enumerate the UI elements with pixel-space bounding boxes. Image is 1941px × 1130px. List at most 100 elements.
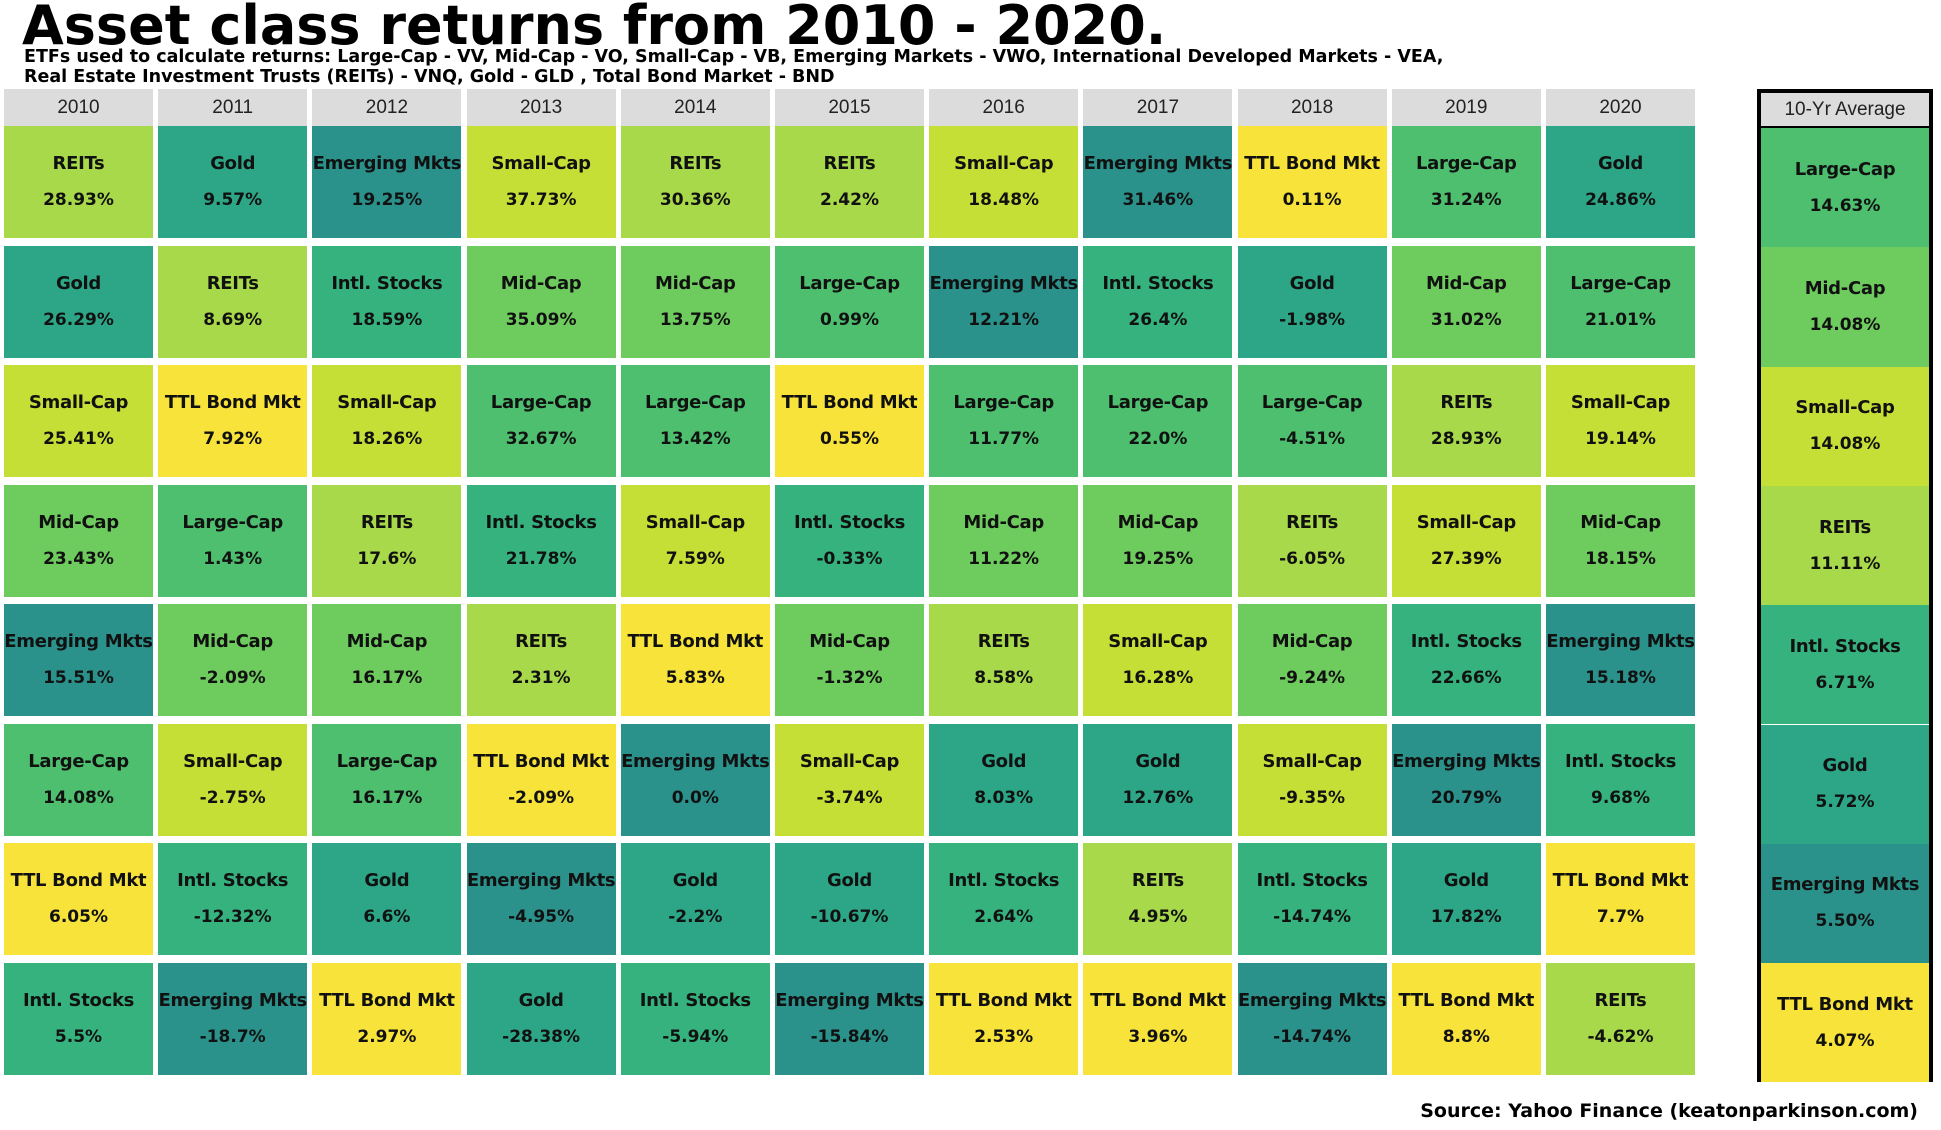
return-value: -4.95%	[508, 907, 575, 927]
return-cell: Large-Cap 1.43%	[158, 484, 308, 597]
return-cell: Intl. Stocks 26.4%	[1083, 245, 1233, 358]
asset-label: TTL Bond Mkt	[164, 392, 301, 413]
asset-label: Mid-Cap	[1804, 277, 1886, 299]
asset-label: REITs	[1131, 870, 1184, 891]
asset-label: Intl. Stocks	[1102, 272, 1214, 294]
asset-label: Mid-Cap	[500, 272, 582, 294]
asset-label: Emerging Mkts	[1083, 153, 1233, 174]
asset-label: Intl. Stocks	[639, 989, 751, 1011]
asset-label: Mid-Cap	[1580, 511, 1661, 533]
year-column-2020: 2020 Gold 24.86% Large-Cap 21.01% Small-Cap 19…	[1546, 89, 1695, 1082]
return-cell: Intl. Stocks 6.71%	[1761, 605, 1929, 725]
asset-label: Large-Cap	[490, 392, 592, 413]
asset-label: Large-Cap	[1415, 153, 1517, 174]
return-value: -4.62%	[1587, 1026, 1654, 1047]
return-cell: Small-Cap 16.28%	[1083, 604, 1233, 716]
return-value: 24.86%	[1585, 190, 1656, 210]
return-value: 0.99%	[820, 309, 879, 330]
return-value: 2.42%	[820, 190, 879, 210]
asset-label: Small-Cap	[645, 511, 746, 533]
return-cell: Mid-Cap 14.08%	[1761, 247, 1929, 367]
asset-label: Gold	[1822, 755, 1868, 777]
return-value: 5.50%	[1815, 911, 1875, 932]
asset-label: Gold	[672, 870, 718, 891]
asset-label: Mid-Cap	[38, 511, 119, 533]
return-cell: REITs 17.6%	[312, 484, 462, 597]
return-value: 31.02%	[1430, 309, 1502, 330]
return-cell: Gold -1.98%	[1237, 245, 1387, 358]
asset-label: Large-Cap	[1794, 158, 1896, 180]
asset-label: Gold	[518, 989, 564, 1011]
return-cell: Emerging Mkts 12.21%	[929, 245, 1078, 358]
year-column-2010: 2010 REITs 28.93% Gold 26.29% Small-Cap 25.41%…	[4, 89, 153, 1082]
return-cell: TTL Bond Mkt 6.05%	[4, 843, 153, 955]
year-column-2017: 2017 Emerging Mkts 31.46% Intl. Stocks 26.4%…	[1083, 89, 1232, 1082]
return-cell: Gold 24.86%	[1546, 126, 1695, 238]
return-value: 19.25%	[351, 190, 423, 210]
return-value: 8.69%	[203, 309, 263, 330]
asset-label: Large-Cap	[1570, 272, 1671, 294]
asset-label: REITs	[1286, 511, 1339, 533]
return-cell: Small-Cap -9.35%	[1237, 723, 1387, 836]
return-value: 28.93%	[1430, 429, 1502, 449]
return-cell: Small-Cap 37.73%	[466, 126, 616, 238]
return-value: 20.79%	[1430, 787, 1502, 808]
asset-label: Mid-Cap	[1271, 631, 1353, 652]
return-value: 12.76%	[1122, 787, 1194, 808]
asset-label: REITs	[52, 153, 105, 174]
asset-label: Large-Cap	[644, 392, 746, 413]
return-cell: Intl. Stocks -5.94%	[620, 962, 770, 1075]
asset-label: Intl. Stocks	[331, 272, 443, 294]
return-cell: Gold 8.03%	[929, 723, 1079, 836]
asset-label: TTL Bond Mkt	[1552, 870, 1689, 891]
return-value: -0.33%	[816, 548, 883, 569]
return-cell: Intl. Stocks 18.59%	[312, 245, 462, 358]
asset-label: Intl. Stocks	[1256, 870, 1368, 891]
asset-label: Small-Cap	[337, 392, 437, 413]
asset-label: Gold	[981, 750, 1027, 772]
return-cell: TTL Bond Mkt 7.7%	[1546, 843, 1695, 955]
return-cell: TTL Bond Mkt 5.83%	[620, 604, 770, 716]
year-column-2011: 2011 Gold 9.57% REITs 8.69% TTL Bond Mkt 7.92%…	[158, 89, 307, 1082]
asset-label: Gold	[1289, 272, 1335, 294]
asset-label: TTL Bond Mkt	[781, 392, 918, 413]
return-value: 12.21%	[968, 309, 1040, 330]
year-header: 2016	[929, 89, 1079, 126]
return-value: 14.08%	[1809, 314, 1881, 335]
return-value: 4.07%	[1815, 1030, 1875, 1051]
return-value: -18.7%	[199, 1026, 266, 1047]
return-value: 14.08%	[43, 787, 114, 808]
return-cell: Small-Cap 18.48%	[929, 126, 1079, 238]
asset-label: TTL Bond Mkt	[10, 870, 147, 891]
asset-label: Gold	[1135, 750, 1181, 772]
return-cell: Gold 5.72%	[1761, 724, 1929, 844]
return-cell: REITs 28.93%	[4, 126, 153, 238]
asset-label: Emerging Mkts	[1546, 631, 1695, 652]
return-value: 14.63%	[1809, 195, 1881, 216]
year-header: 2014	[620, 89, 770, 126]
asset-label: Emerging Mkts	[775, 989, 924, 1011]
return-cell: Small-Cap 18.26%	[312, 365, 462, 477]
return-value: -14.74%	[1273, 1026, 1352, 1047]
year-column-2019: 2019 Large-Cap 31.24% Mid-Cap 31.02% REITs 28.…	[1391, 89, 1541, 1082]
asset-label: Intl. Stocks	[793, 511, 906, 533]
return-value: 7.59%	[665, 548, 725, 569]
asset-label: Small-Cap	[1570, 392, 1671, 413]
return-cell: Emerging Mkts -14.74%	[1237, 962, 1387, 1075]
return-value: 37.73%	[505, 190, 577, 210]
return-value: 26.29%	[43, 309, 114, 330]
return-cell: Intl. Stocks 2.64%	[929, 843, 1079, 955]
year-column-2012: 2012 Emerging Mkts 19.25% Intl. Stocks 18.59…	[312, 89, 461, 1082]
year-column-2018: 2018 TTL Bond Mkt 0.11% Gold -1.98% Large-Cap…	[1237, 89, 1387, 1082]
return-cell: Large-Cap 14.63%	[1761, 128, 1929, 248]
return-cell: Intl. Stocks -14.74%	[1237, 843, 1387, 955]
asset-label: Intl. Stocks	[948, 870, 1060, 891]
return-cell: Intl. Stocks 9.68%	[1546, 723, 1695, 836]
asset-label: Large-Cap	[799, 272, 900, 294]
asset-label: REITs	[977, 631, 1030, 652]
return-value: 15.18%	[1585, 668, 1656, 688]
asset-label: Mid-Cap	[346, 631, 428, 652]
asset-label: Intl. Stocks	[485, 511, 597, 533]
return-cell: Large-Cap 32.67%	[466, 365, 616, 477]
asset-label: Small-Cap	[1262, 750, 1362, 772]
